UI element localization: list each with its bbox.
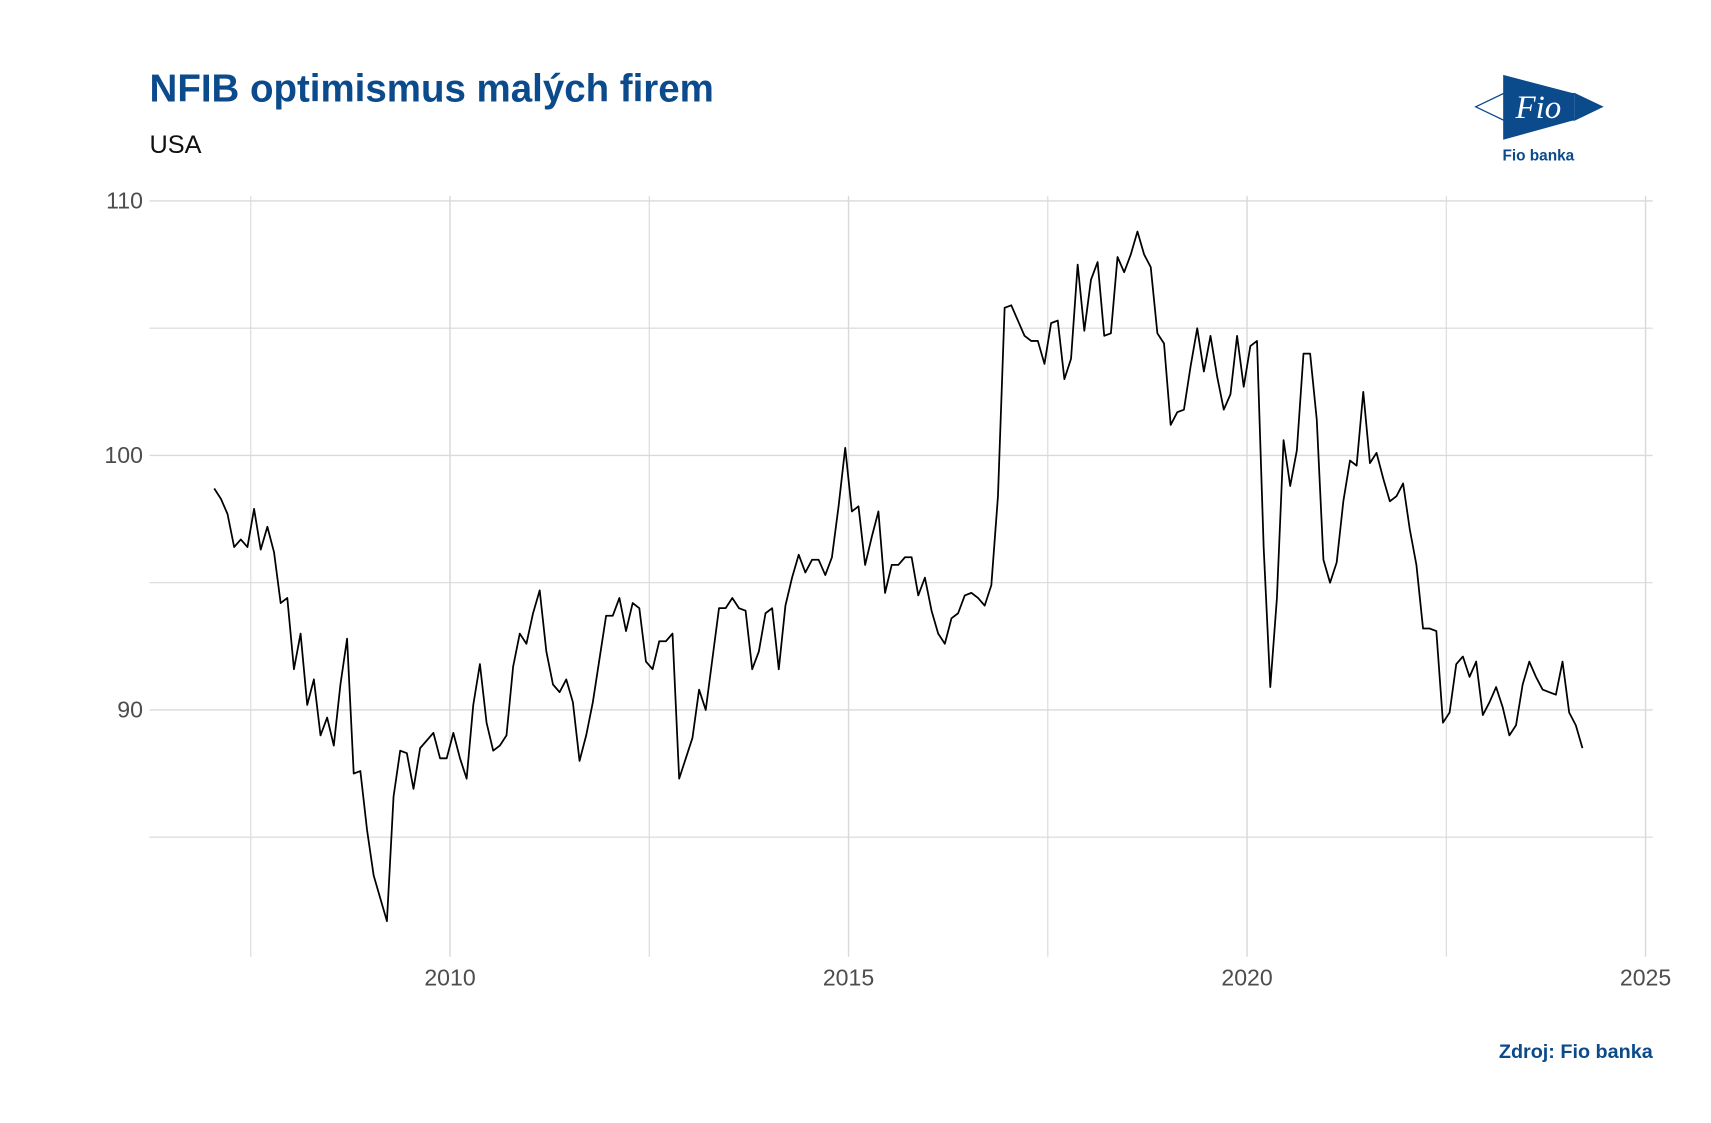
x-tick-label: 2015 [823, 964, 874, 990]
grid [149, 195, 1653, 957]
logo-tip [1574, 93, 1603, 121]
plot [213, 230, 1584, 923]
x-tick-label: 2020 [1221, 964, 1272, 990]
chart-title: NFIB optimismus malých firem [150, 67, 714, 110]
y-tick-label: 90 [117, 697, 143, 723]
x-tick-label: 2025 [1620, 964, 1671, 990]
chart-subtitle: USA [150, 131, 202, 159]
y-tick-label: 110 [106, 188, 143, 214]
source: Zdroj: Fio banka [1499, 1041, 1654, 1063]
x-tick-label: 2010 [424, 964, 475, 990]
logo-mark: Fio [1514, 90, 1561, 126]
logo: Fio Fio banka [1474, 74, 1604, 165]
data-line [213, 230, 1584, 923]
logo-flag [1503, 74, 1575, 140]
y-tick-label: 100 [104, 442, 143, 468]
logo-name: Fio banka [1502, 148, 1574, 165]
